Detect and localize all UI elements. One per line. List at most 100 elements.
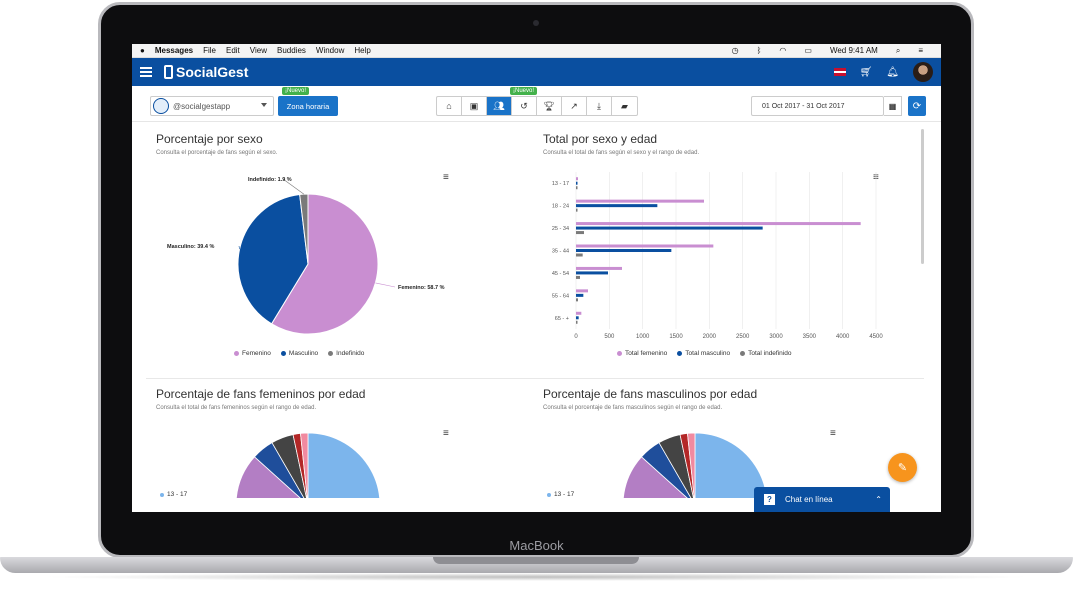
masc-pie-slice[interactable]	[633, 505, 695, 512]
bar-total-femenino[interactable]	[576, 266, 622, 270]
chart-menu-icon[interactable]: ≡	[443, 172, 449, 183]
fem-pie-slice[interactable]	[254, 432, 381, 512]
x-tick-label: 0	[574, 334, 578, 340]
legend-item[interactable]: 13 - 17	[160, 491, 187, 498]
bar-total-indefinido[interactable]	[576, 298, 578, 302]
bar-total-masculino[interactable]	[576, 316, 579, 320]
legend-item[interactable]: Total femenino	[617, 350, 667, 357]
edit-fab-button[interactable]: ✎	[888, 453, 917, 482]
uk-flag-icon[interactable]	[833, 68, 846, 76]
screen: ● Messages File Edit View Buddies Window…	[132, 44, 941, 512]
wifi-icon[interactable]: ◠	[779, 46, 787, 55]
bar-total-indefinido[interactable]	[576, 208, 578, 212]
apple-icon[interactable]: ●	[140, 46, 145, 55]
bluetooth-icon[interactable]: ᛒ	[756, 46, 762, 55]
laptop-notch	[433, 557, 639, 564]
bar-total-masculino[interactable]	[576, 226, 763, 230]
bar-total-femenino[interactable]	[576, 244, 714, 248]
legend-item[interactable]: Total indefinido	[740, 350, 791, 357]
age-pies	[236, 432, 768, 512]
x-tick-label: 3000	[769, 334, 783, 340]
menu-clock[interactable]: Wed 9:41 AM	[829, 46, 878, 55]
bar-total-indefinido[interactable]	[576, 320, 578, 324]
fem-pie-slice[interactable]	[300, 432, 309, 505]
user-avatar[interactable]	[913, 62, 933, 82]
scrollbar[interactable]	[921, 129, 924, 264]
spotlight-icon[interactable]: ⌕	[895, 45, 901, 55]
mac-menu-bar: ● Messages File Edit View Buddies Window…	[132, 44, 941, 58]
menu-app-name[interactable]: Messages	[154, 46, 194, 55]
bell-icon[interactable]: 🔔︎	[886, 66, 899, 78]
bar-total-masculino[interactable]	[576, 271, 608, 275]
date-range-input[interactable]: 01 Oct 2017 - 31 Oct 2017	[751, 96, 884, 116]
home-icon[interactable]: ⌂	[437, 97, 462, 115]
calendar-icon[interactable]: ▦	[884, 96, 902, 116]
time-machine-icon[interactable]: ◷	[731, 46, 739, 55]
hamburger-menu-icon[interactable]	[140, 67, 152, 77]
chevron-down-icon	[261, 103, 267, 107]
menu-help[interactable]: Help	[354, 46, 371, 55]
legend-item[interactable]: Total masculino	[677, 350, 730, 357]
masc-pie-slice[interactable]	[687, 432, 696, 505]
bar-total-femenino[interactable]	[576, 311, 582, 315]
chart-menu-icon[interactable]: ≡	[830, 428, 836, 439]
legend-item[interactable]: 13 - 17	[547, 491, 574, 498]
fem-pie-slice[interactable]	[236, 456, 308, 512]
notification-center-icon[interactable]: ≡	[918, 46, 923, 55]
cart-icon[interactable]: 🛒︎	[859, 66, 873, 78]
menu-buddies[interactable]: Buddies	[276, 46, 306, 55]
fem-pie-slice[interactable]	[246, 505, 308, 512]
bar-total-indefinido[interactable]	[576, 231, 584, 235]
pie-legend-sexo: Femenino Masculino Indefinido	[234, 350, 364, 357]
chevron-up-icon[interactable]: ⌃	[875, 495, 882, 504]
legend-item[interactable]: Masculino	[280, 350, 318, 357]
bar-total-indefinido[interactable]	[576, 275, 580, 279]
bar-total-indefinido[interactable]	[576, 253, 583, 257]
help-icon: ?	[764, 494, 775, 505]
nuevo-badge-zona: ¡Nuevo!	[282, 87, 310, 95]
panel-porcentaje-sexo: Porcentaje por sexo Consulta el porcenta…	[156, 132, 277, 156]
chat-label: Chat en línea	[785, 495, 833, 504]
bar-total-masculino[interactable]	[576, 204, 658, 208]
bar-total-femenino[interactable]	[576, 199, 704, 203]
app-logo[interactable]: SocialGest	[164, 64, 248, 80]
refresh-icon[interactable]: ⟳	[908, 96, 926, 116]
line-chart-icon[interactable]: ↗	[562, 97, 587, 115]
y-tick-label: 65 - +	[555, 316, 569, 322]
pie-slice-masculino[interactable]	[237, 193, 309, 325]
account-selector[interactable]: @socialgestapp	[150, 96, 274, 116]
trophy-icon[interactable]: 🏆︎	[537, 97, 562, 115]
image-icon[interactable]: ▣	[462, 97, 487, 115]
bar-total-masculino[interactable]	[576, 181, 578, 185]
y-tick-label: 18 - 24	[552, 204, 569, 210]
bar-total-masculino[interactable]	[576, 293, 584, 297]
battery-icon[interactable]: ▭	[804, 46, 812, 55]
folder-icon[interactable]: ▰	[621, 100, 628, 111]
bar-total-femenino[interactable]	[576, 177, 578, 181]
y-tick-label: 55 - 64	[552, 293, 569, 299]
bar-chart-sexo-edad: 0 500 1000 1500 2000 2500 3000 3500 4000 4500 13 -…	[552, 172, 883, 340]
bar-total-masculino[interactable]	[576, 249, 672, 252]
menu-window[interactable]: Window	[315, 46, 345, 55]
history-icon[interactable]: ↺	[512, 97, 537, 115]
x-tick-label: 4000	[836, 334, 850, 340]
masc-pie-slice[interactable]	[641, 432, 768, 512]
menu-edit[interactable]: Edit	[225, 46, 240, 55]
x-tick-label: 4500	[869, 334, 883, 340]
masc-pie-slice[interactable]	[623, 456, 695, 512]
chat-widget[interactable]: ? Chat en línea ⌃	[754, 487, 890, 512]
zona-horaria-button[interactable]: Zona horaria	[278, 96, 338, 116]
download-icon[interactable]: ⤓	[587, 97, 612, 115]
users-icon[interactable]: 👥︎	[487, 97, 512, 115]
bar-total-indefinido[interactable]	[576, 186, 578, 190]
bar-total-femenino[interactable]	[576, 222, 861, 226]
legend-item[interactable]: Indefinido	[328, 350, 364, 357]
legend-item[interactable]: Femenino	[234, 350, 271, 357]
bar-total-femenino[interactable]	[576, 289, 588, 293]
panel-subtitle: Consulta el porcentaje de fans masculino…	[543, 405, 723, 411]
menu-view[interactable]: View	[249, 46, 267, 55]
chart-menu-icon[interactable]: ≡	[443, 428, 449, 439]
menu-file[interactable]: File	[203, 46, 216, 55]
panel-title: Porcentaje por sexo	[156, 132, 263, 146]
x-tick-label: 500	[604, 334, 615, 340]
